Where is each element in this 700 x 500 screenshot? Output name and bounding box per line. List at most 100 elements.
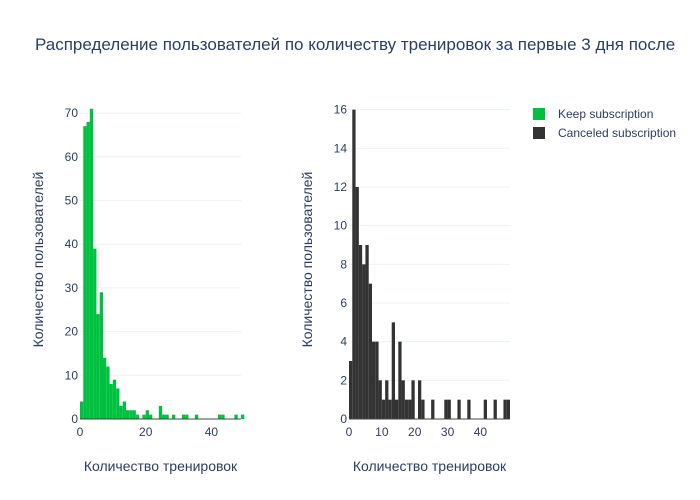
y-tick-label: 14 xyxy=(334,141,348,155)
x-tick-label: 30 xyxy=(441,425,455,439)
histogram-bar[interactable] xyxy=(103,357,107,419)
histogram-bar[interactable] xyxy=(352,109,356,420)
histogram-bar[interactable] xyxy=(408,399,412,419)
histogram-bar[interactable] xyxy=(431,399,435,419)
histogram-bar[interactable] xyxy=(467,399,471,419)
histogram-bar[interactable] xyxy=(145,410,149,419)
y-tick-label: 20 xyxy=(65,325,79,339)
y-tick-label: 10 xyxy=(334,219,348,233)
histogram-bar[interactable] xyxy=(401,380,405,419)
x-tick-label: 20 xyxy=(408,425,422,439)
subplot-keep: 0 10 20 30 40 50 60 70 0 20 40 Количество тренирово… xyxy=(30,106,245,474)
histogram-bar[interactable] xyxy=(109,384,113,419)
histogram-bar[interactable] xyxy=(181,414,186,419)
histogram-bar[interactable] xyxy=(234,414,238,419)
histogram-bar[interactable] xyxy=(96,314,100,419)
y-axis-title: Количество пользователей xyxy=(30,172,46,348)
x-axis-title: Количество тренировок xyxy=(353,458,507,474)
histogram-bar[interactable] xyxy=(86,121,90,420)
histogram-bar[interactable] xyxy=(106,366,110,419)
y-tick-label: 2 xyxy=(340,373,347,387)
histogram-bar[interactable] xyxy=(493,399,497,419)
histogram-bar[interactable] xyxy=(119,405,123,419)
histogram-bar[interactable] xyxy=(112,379,117,419)
histogram-bar[interactable] xyxy=(404,399,409,419)
y-tick-label: 70 xyxy=(65,106,79,120)
y-tick-label: 30 xyxy=(65,281,79,295)
histogram-bar[interactable] xyxy=(142,414,146,419)
legend-swatch-keep xyxy=(533,108,545,120)
histogram-bar[interactable] xyxy=(506,399,510,419)
histogram-bar[interactable] xyxy=(483,399,487,419)
x-tick-label: 40 xyxy=(474,425,488,439)
histogram-bar[interactable] xyxy=(444,399,448,419)
y-tick-label: 4 xyxy=(340,335,347,349)
y-tick-label: 60 xyxy=(65,150,79,164)
histogram-bar[interactable] xyxy=(132,410,136,419)
x-tick-label: 40 xyxy=(205,425,219,439)
histogram-bar[interactable] xyxy=(368,283,372,419)
y-tick-label: 0 xyxy=(71,412,78,426)
x-tick-label: 10 xyxy=(375,425,389,439)
histogram-bar[interactable] xyxy=(165,414,169,419)
histogram-bar[interactable] xyxy=(421,399,425,419)
histogram-bar[interactable] xyxy=(195,414,199,419)
histogram-bar[interactable] xyxy=(411,380,415,419)
histogram-bar[interactable] xyxy=(162,414,166,419)
histogram-bar[interactable] xyxy=(172,414,176,419)
histogram-bar[interactable] xyxy=(381,399,386,419)
histogram-bar[interactable] xyxy=(149,414,153,419)
histogram-bar[interactable] xyxy=(158,405,163,419)
x-tick-label: 0 xyxy=(346,425,353,439)
y-tick-label: 10 xyxy=(65,368,79,382)
histogram-bar[interactable] xyxy=(349,361,353,419)
legend-item-keep[interactable]: Keep subscription xyxy=(533,107,653,121)
y-tick-label: 50 xyxy=(65,194,79,208)
histogram-bar[interactable] xyxy=(126,410,130,419)
histogram-bar[interactable] xyxy=(391,322,395,419)
histogram-bar[interactable] xyxy=(135,414,140,419)
histogram-bar[interactable] xyxy=(218,414,222,419)
histogram-bar[interactable] xyxy=(362,264,366,419)
x-axis-title: Количество тренировок xyxy=(84,458,238,474)
legend-swatch-canceled xyxy=(533,127,545,139)
y-tick-label: 0 xyxy=(340,412,347,426)
x-tick-label: 20 xyxy=(139,425,153,439)
legend-label-keep: Keep subscription xyxy=(558,107,653,121)
histogram-bar[interactable] xyxy=(122,401,126,419)
histogram-bar[interactable] xyxy=(398,341,402,419)
histogram-bar[interactable] xyxy=(418,380,422,419)
legend-label-canceled: Canceled subscription xyxy=(558,126,676,140)
histogram-bar[interactable] xyxy=(388,399,392,419)
histogram-bar[interactable] xyxy=(395,399,399,419)
subplot-canceled: 0 2 4 6 8 10 12 14 16 0 10 20 30 40 Количество трениро… xyxy=(299,103,510,474)
y-tick-label: 6 xyxy=(340,296,347,310)
legend[interactable]: Keep subscription Canceled subscription xyxy=(533,107,676,140)
histogram-bar[interactable] xyxy=(358,245,363,419)
histogram-bar[interactable] xyxy=(185,414,189,419)
legend-item-canceled[interactable]: Canceled subscription xyxy=(533,126,676,140)
histogram-bar[interactable] xyxy=(241,414,245,419)
histogram-bar[interactable] xyxy=(447,399,451,419)
histogram-bar[interactable] xyxy=(116,388,120,419)
chart-title: Распределение пользователей по количеств… xyxy=(35,35,675,54)
histogram-bar[interactable] xyxy=(365,245,369,419)
histogram-bar[interactable] xyxy=(457,399,461,419)
histogram-bar[interactable] xyxy=(385,380,389,419)
histogram-bar[interactable] xyxy=(355,187,359,419)
histogram-bar[interactable] xyxy=(378,380,382,419)
histogram-bar[interactable] xyxy=(221,414,225,419)
histogram-bar[interactable] xyxy=(375,341,379,419)
histogram-bar[interactable] xyxy=(93,248,97,419)
y-tick-label: 8 xyxy=(340,257,347,271)
y-axis-title: Количество пользователей xyxy=(299,172,315,348)
histogram-bar[interactable] xyxy=(503,399,507,419)
y-tick-label: 40 xyxy=(65,237,79,251)
histogram-bar[interactable] xyxy=(99,292,103,419)
histogram-bar[interactable] xyxy=(372,341,376,419)
histogram-bar[interactable] xyxy=(80,401,84,419)
histogram-bar[interactable] xyxy=(89,108,94,420)
histogram-bar[interactable] xyxy=(83,126,87,419)
histogram-bar[interactable] xyxy=(129,410,133,419)
